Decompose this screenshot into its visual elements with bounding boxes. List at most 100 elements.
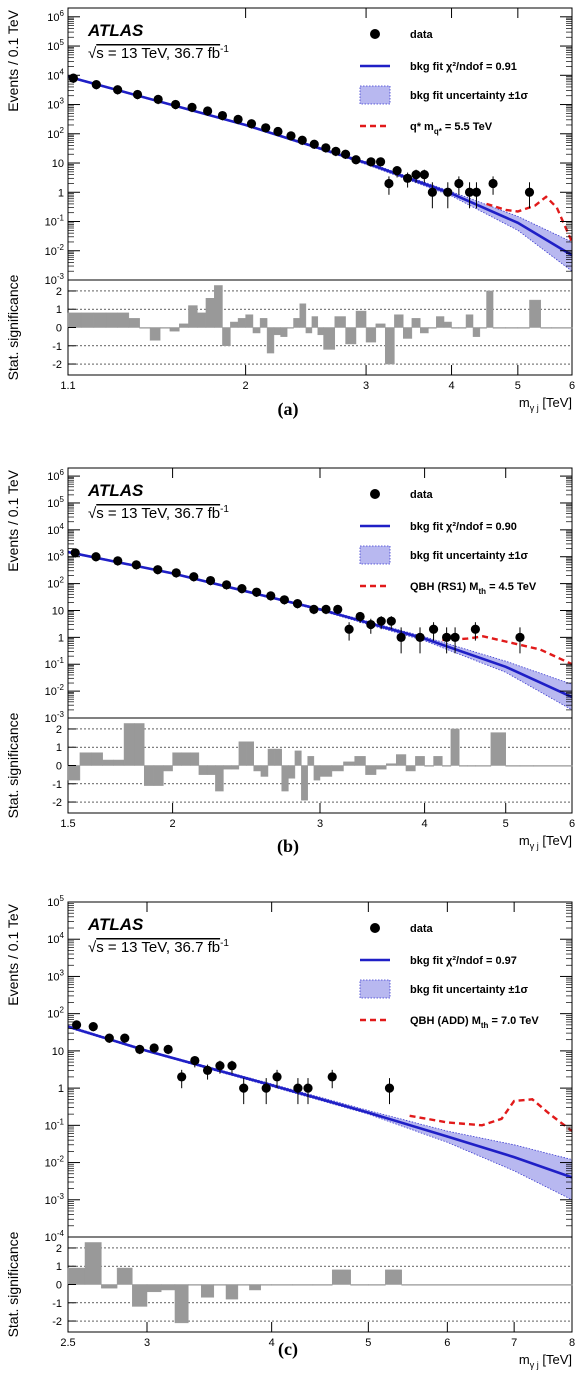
x-axis-label-sub: γ j bbox=[530, 1360, 539, 1370]
x-tick-label: 3 bbox=[144, 1337, 150, 1349]
significance-bar bbox=[386, 763, 397, 766]
significance-bar bbox=[198, 765, 208, 775]
significance-bar bbox=[375, 765, 387, 770]
significance-bar bbox=[286, 327, 294, 329]
significance-bar bbox=[172, 752, 182, 766]
data-point bbox=[261, 123, 271, 133]
legend-data-label: data bbox=[410, 489, 434, 501]
significance-bar bbox=[394, 314, 404, 328]
significance-bar bbox=[540, 327, 552, 329]
data-point bbox=[88, 1021, 98, 1032]
significance-bar bbox=[486, 290, 494, 328]
conditions-text: s = 13 TeV, 36.7 fb bbox=[96, 45, 220, 62]
data-point bbox=[132, 89, 143, 100]
y-tick-label: 10-1 bbox=[45, 214, 65, 229]
legend-data-marker bbox=[370, 923, 380, 933]
data-point bbox=[355, 611, 365, 622]
significance-bar bbox=[475, 765, 492, 767]
significance-bar bbox=[181, 752, 191, 766]
significance-bar bbox=[271, 1284, 294, 1286]
data-point bbox=[246, 119, 257, 129]
legend-signal-sub: th bbox=[481, 1021, 489, 1030]
y-tick-exponent: 6 bbox=[60, 468, 65, 477]
x-axis-label-sub: γ j bbox=[530, 403, 539, 413]
y-tick-exponent: -3 bbox=[57, 1192, 65, 1201]
x-tick-label: 4 bbox=[422, 818, 428, 830]
x-axis-label: mγ j [TeV] bbox=[519, 833, 572, 851]
y-tick-exponent: 3 bbox=[60, 97, 65, 106]
data-point bbox=[273, 126, 283, 137]
significance-bar bbox=[274, 748, 282, 766]
significance-bar bbox=[128, 318, 140, 328]
significance-bar bbox=[149, 327, 161, 341]
data-point bbox=[227, 1061, 237, 1071]
y-tick-label: 10-3 bbox=[45, 710, 65, 725]
significance-bar bbox=[188, 1284, 202, 1286]
significance-bar bbox=[116, 1267, 133, 1285]
ratio-y-tick-label: -2 bbox=[52, 1316, 62, 1328]
significance-bar bbox=[153, 765, 164, 786]
significance-bar bbox=[281, 765, 289, 792]
significance-bar bbox=[252, 327, 261, 334]
panel-caption: (c) bbox=[278, 1339, 298, 1360]
significance-bar bbox=[305, 327, 313, 334]
significance-bar bbox=[551, 327, 573, 329]
y-axis-label: Events / 0.1 TeV bbox=[5, 903, 21, 1005]
y-tick-label: 1 bbox=[58, 632, 64, 644]
data-point bbox=[392, 166, 402, 176]
fit-line bbox=[68, 1025, 572, 1179]
data-point bbox=[237, 584, 247, 594]
data-point bbox=[149, 1043, 159, 1053]
y-tick-label: 104 bbox=[47, 522, 64, 537]
significance-bar bbox=[267, 748, 276, 766]
x-axis-label-unit: [TeV] bbox=[539, 833, 572, 848]
legend-band-label: bkg fit uncertainty ±1σ bbox=[410, 984, 529, 996]
ratio-y-tick-label: 0 bbox=[56, 1280, 62, 1292]
conditions-text: s = 13 TeV, 36.7 fb bbox=[96, 939, 220, 956]
significance-bar bbox=[101, 1284, 118, 1289]
conditions-superscript: -1 bbox=[220, 44, 229, 55]
y-tick-exponent: 3 bbox=[60, 549, 65, 558]
significance-bar bbox=[458, 765, 468, 767]
significance-bar bbox=[450, 728, 460, 766]
y-tick-label: 10-2 bbox=[45, 1155, 65, 1170]
sqrt-symbol: √ bbox=[88, 505, 97, 522]
significance-bar bbox=[79, 752, 92, 766]
data-point bbox=[331, 146, 341, 156]
ratio-y-tick-label: -1 bbox=[52, 341, 62, 353]
significance-bar bbox=[319, 765, 333, 777]
data-point bbox=[272, 1072, 282, 1082]
ratio-y-tick-label: 2 bbox=[56, 724, 62, 736]
data-point bbox=[297, 135, 307, 145]
data-point bbox=[91, 80, 101, 90]
ratio-y-tick-label: 0 bbox=[56, 323, 62, 335]
significance-bar bbox=[384, 327, 395, 365]
significance-bar bbox=[163, 765, 173, 772]
x-axis-label-base: m bbox=[519, 833, 530, 848]
legend-signal-main: QBH (RS1) M bbox=[410, 581, 478, 593]
significance-bar bbox=[368, 1284, 386, 1286]
data-point bbox=[170, 99, 181, 110]
legend-signal-sub: q* bbox=[434, 127, 443, 136]
y-tick-exponent: 4 bbox=[60, 931, 65, 940]
y-tick-label: 10 bbox=[52, 605, 64, 617]
significance-bar bbox=[375, 323, 386, 328]
significance-bar bbox=[354, 756, 366, 766]
data-point bbox=[419, 170, 429, 180]
significance-bar bbox=[343, 761, 355, 766]
significance-bar bbox=[174, 1284, 189, 1324]
data-point bbox=[293, 1083, 303, 1093]
data-point bbox=[70, 548, 80, 558]
data-point bbox=[384, 178, 394, 189]
chart-panel-3: 10-4 10-3 10-2 10-1 1 10 102 103 104 105 -2 -1 0 1 2 2.… bbox=[5, 894, 575, 1370]
data-point bbox=[321, 604, 331, 614]
data-point bbox=[221, 580, 232, 590]
x-tick-label: 6 bbox=[444, 1337, 450, 1349]
chart-panel-1: 10-3 10-2 10-1 1 10 102 103 104 105 106 -2 -1 0 1 2 1.1… bbox=[5, 7, 575, 420]
significance-bar bbox=[323, 327, 336, 350]
significance-bar bbox=[345, 327, 357, 345]
y-tick-exponent: -4 bbox=[57, 1229, 65, 1238]
legend-signal-label: QBH (RS1) Mth = 4.5 TeV bbox=[410, 581, 537, 596]
data-point bbox=[205, 575, 216, 586]
